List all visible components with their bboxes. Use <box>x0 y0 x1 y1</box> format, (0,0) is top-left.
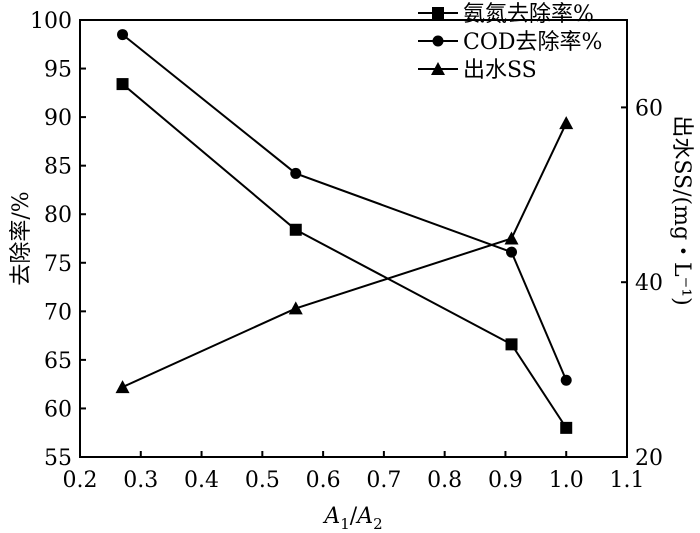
data-point <box>559 116 574 130</box>
x-axis-title-a2: A <box>355 504 373 529</box>
series-line <box>121 33 568 381</box>
data-point <box>117 29 129 41</box>
series-circle <box>117 29 572 386</box>
plot-frame <box>79 19 628 458</box>
y-right-tick-label: 20 <box>635 446 663 471</box>
y-left-axis-ticks: 55 60 65 70 75 80 85 90 95 100 <box>30 9 86 471</box>
x-tick-label: 0.2 <box>63 468 98 493</box>
y-right-tick-label: 40 <box>635 271 663 296</box>
data-point <box>115 380 130 394</box>
y-left-tick-label: 90 <box>44 106 72 131</box>
legend-marker <box>432 7 444 19</box>
series-layer <box>115 29 574 434</box>
legend: 氨氮去除率% COD去除率% 出水SS <box>418 2 602 83</box>
y-right-axis-title: 出水SS/(mg・L⁻¹) <box>669 115 694 305</box>
data-point <box>290 167 302 179</box>
data-point <box>289 223 302 236</box>
x-axis-title-a1: A <box>322 504 340 529</box>
y-left-tick-label: 85 <box>44 155 72 180</box>
y-right-tick-label: 60 <box>635 96 663 121</box>
data-point <box>505 338 518 351</box>
legend-marker <box>432 35 444 47</box>
y-left-tick-label: 100 <box>30 9 72 34</box>
data-point <box>560 421 573 434</box>
legend-label: 出水SS <box>463 58 537 83</box>
legend-marker <box>431 62 445 75</box>
x-tick-label: 0.3 <box>123 468 158 493</box>
series-square <box>116 78 573 434</box>
x-axis-title-sub2: 2 <box>373 515 383 533</box>
y-left-axis-title: 去除率/% <box>9 191 34 285</box>
y-left-tick-label: 70 <box>44 300 72 325</box>
series-line <box>122 122 568 388</box>
x-axis-title: A1/A2 <box>322 504 382 533</box>
x-tick-label: 0.8 <box>427 468 462 493</box>
data-point <box>560 374 572 386</box>
y-right-axis-ticks: 20 40 60 <box>621 96 663 471</box>
data-point <box>116 78 129 91</box>
series-triangle <box>115 116 574 394</box>
x-axis-ticks: 0.2 0.3 0.4 0.5 0.6 0.7 0.8 0.9 1.0 1.1 <box>63 451 645 493</box>
x-axis-title-sep: / <box>350 504 358 529</box>
x-tick-label: 0.4 <box>184 468 219 493</box>
data-point <box>504 231 519 245</box>
x-axis-title-sub1: 1 <box>340 515 350 533</box>
y-left-tick-label: 65 <box>44 349 72 374</box>
y-left-tick-label: 75 <box>44 252 72 277</box>
data-point <box>506 246 518 258</box>
x-tick-label: 0.7 <box>366 468 401 493</box>
x-tick-label: 1.0 <box>549 468 584 493</box>
legend-label: COD去除率% <box>463 30 602 55</box>
x-tick-label: 1.1 <box>610 468 645 493</box>
plot-border <box>79 19 628 458</box>
legend-label: 氨氮去除率% <box>463 2 594 27</box>
y-left-tick-label: 55 <box>44 446 72 471</box>
y-left-tick-label: 95 <box>44 58 72 83</box>
series-line <box>121 83 568 429</box>
x-tick-label: 0.6 <box>306 468 341 493</box>
y-left-tick-label: 80 <box>44 203 72 228</box>
x-tick-label: 0.9 <box>488 468 523 493</box>
x-tick-label: 0.5 <box>245 468 280 493</box>
data-point <box>288 301 303 315</box>
y-left-tick-label: 60 <box>44 397 72 422</box>
